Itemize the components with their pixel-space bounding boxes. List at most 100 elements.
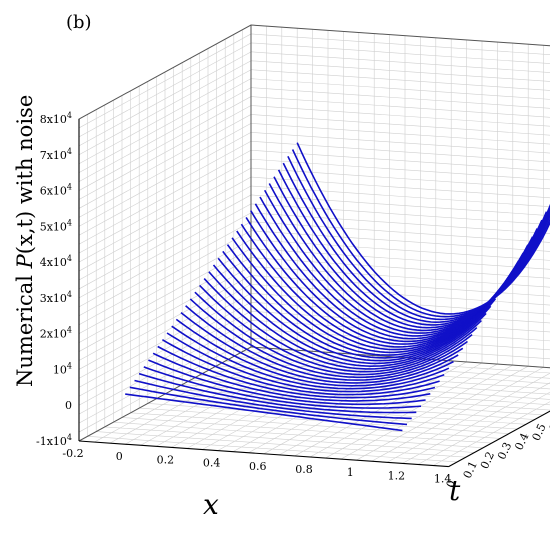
surface-trace bbox=[231, 237, 510, 354]
grid-line bbox=[250, 176, 550, 199]
grid-line bbox=[433, 401, 550, 466]
grid-line bbox=[207, 370, 550, 395]
grid-line bbox=[250, 24, 550, 47]
surface-trace bbox=[171, 325, 450, 390]
grid-line bbox=[250, 301, 550, 324]
z-tick-label: 3x104 bbox=[40, 290, 72, 305]
t-tick-label: 0.5 bbox=[530, 422, 549, 443]
z-axis-title-suffix: with noise bbox=[13, 95, 37, 211]
grid-line bbox=[250, 33, 550, 55]
grid-line bbox=[250, 221, 550, 243]
grid-line bbox=[87, 436, 458, 463]
grid-line bbox=[250, 96, 550, 118]
x-tick-label: 1.2 bbox=[388, 469, 406, 482]
t-tick-label: 0 bbox=[444, 478, 459, 490]
grid-line bbox=[250, 140, 550, 163]
grid-line bbox=[250, 51, 550, 73]
t-tick-label: 0.2 bbox=[478, 450, 497, 471]
t-tick-label: 0.4 bbox=[512, 431, 531, 452]
z-tick-label: 104 bbox=[53, 361, 72, 376]
x-axis bbox=[78, 440, 449, 468]
t-axis-title: t bbox=[449, 474, 461, 507]
x-tick-label: 1 bbox=[347, 466, 354, 479]
z-tick-label: 7x104 bbox=[40, 147, 72, 162]
grid-line bbox=[250, 114, 550, 136]
grid-line bbox=[250, 257, 550, 279]
surface-trace bbox=[287, 155, 550, 321]
surface-trace bbox=[180, 311, 459, 384]
grid-line bbox=[250, 78, 550, 100]
tick-labels: -0.2 0 0.2 0.4 0.6 0.8 1 1.2 1.400.10.20.30.40.5… bbox=[36, 111, 550, 490]
t-tick-label: 0.3 bbox=[495, 440, 514, 461]
surface-trace bbox=[129, 386, 408, 426]
z-axis-title-prefix: Numerical bbox=[13, 268, 37, 387]
grid-line bbox=[199, 374, 550, 400]
grid-line bbox=[250, 293, 550, 315]
grid-line bbox=[130, 412, 501, 439]
x-axis-title: x bbox=[203, 488, 219, 521]
grid-line bbox=[250, 105, 550, 127]
x-tick-label: 0 bbox=[116, 450, 123, 463]
x-tick-label: 0.6 bbox=[249, 460, 267, 473]
z-tick-label: 0 bbox=[65, 399, 72, 412]
x-tick-label: 1.4 bbox=[434, 473, 452, 486]
grid-line bbox=[250, 60, 550, 82]
surface-trace bbox=[226, 244, 506, 356]
surface-trace bbox=[277, 169, 550, 326]
surface-trace bbox=[185, 305, 464, 381]
surface-trace bbox=[203, 278, 482, 370]
grid-line bbox=[250, 42, 550, 64]
grid-line bbox=[164, 393, 535, 420]
t-axis bbox=[448, 410, 550, 468]
surface-trace bbox=[222, 250, 501, 359]
grid-line bbox=[147, 403, 518, 430]
z-tick-label: 2x104 bbox=[40, 326, 72, 341]
z-tick-label: 8x104 bbox=[40, 111, 72, 126]
surface-trace bbox=[166, 332, 445, 393]
grid-line bbox=[113, 421, 484, 449]
surface-trace bbox=[148, 359, 426, 406]
z-tick-label: -1x104 bbox=[36, 433, 72, 448]
surface-trace bbox=[138, 372, 417, 414]
surface-trace bbox=[143, 366, 422, 409]
z-tick-label: 5x104 bbox=[40, 218, 72, 233]
surface-trace bbox=[212, 264, 492, 365]
z-tick-label: 4x104 bbox=[40, 254, 72, 269]
x-tick-label: 0.2 bbox=[157, 453, 175, 466]
surface-trace bbox=[175, 318, 454, 387]
x-tick-label: 0.4 bbox=[203, 457, 221, 470]
surface-trace bbox=[199, 284, 478, 373]
surface-trace bbox=[152, 352, 431, 402]
surface-trace bbox=[296, 142, 550, 315]
surface-trace bbox=[134, 379, 412, 420]
grid-line bbox=[250, 87, 550, 109]
grid-line bbox=[104, 426, 475, 453]
surface-trace bbox=[217, 257, 497, 362]
surface-trace bbox=[161, 339, 440, 396]
x-tick-label: 0.8 bbox=[295, 463, 313, 476]
z-tick-label: 6x104 bbox=[40, 183, 72, 198]
surface-trace bbox=[189, 298, 468, 379]
grid-line bbox=[250, 123, 550, 145]
surface-trace bbox=[208, 271, 487, 368]
panel-label: (b) bbox=[66, 12, 92, 33]
grid-line bbox=[121, 417, 492, 444]
grid-line bbox=[96, 431, 466, 458]
grid-line bbox=[225, 360, 550, 384]
surface-trace bbox=[194, 291, 473, 376]
surface-trace bbox=[291, 149, 550, 318]
z-axis-title-p: P bbox=[13, 253, 37, 269]
grid-line bbox=[250, 132, 550, 154]
x-tick-label: -0.2 bbox=[62, 447, 83, 460]
z-axis-title-args: (x,t) bbox=[13, 211, 37, 254]
t-tick-label: 0.1 bbox=[461, 459, 480, 480]
grid-line bbox=[250, 69, 550, 91]
surface-lines bbox=[125, 142, 550, 432]
t-tick-label: 0.6 bbox=[547, 412, 550, 433]
surface-trace bbox=[157, 345, 436, 399]
surface-trace bbox=[125, 393, 403, 432]
z-axis-title: Numerical P(x,t) with noise bbox=[13, 95, 37, 387]
grid-line bbox=[250, 185, 550, 208]
